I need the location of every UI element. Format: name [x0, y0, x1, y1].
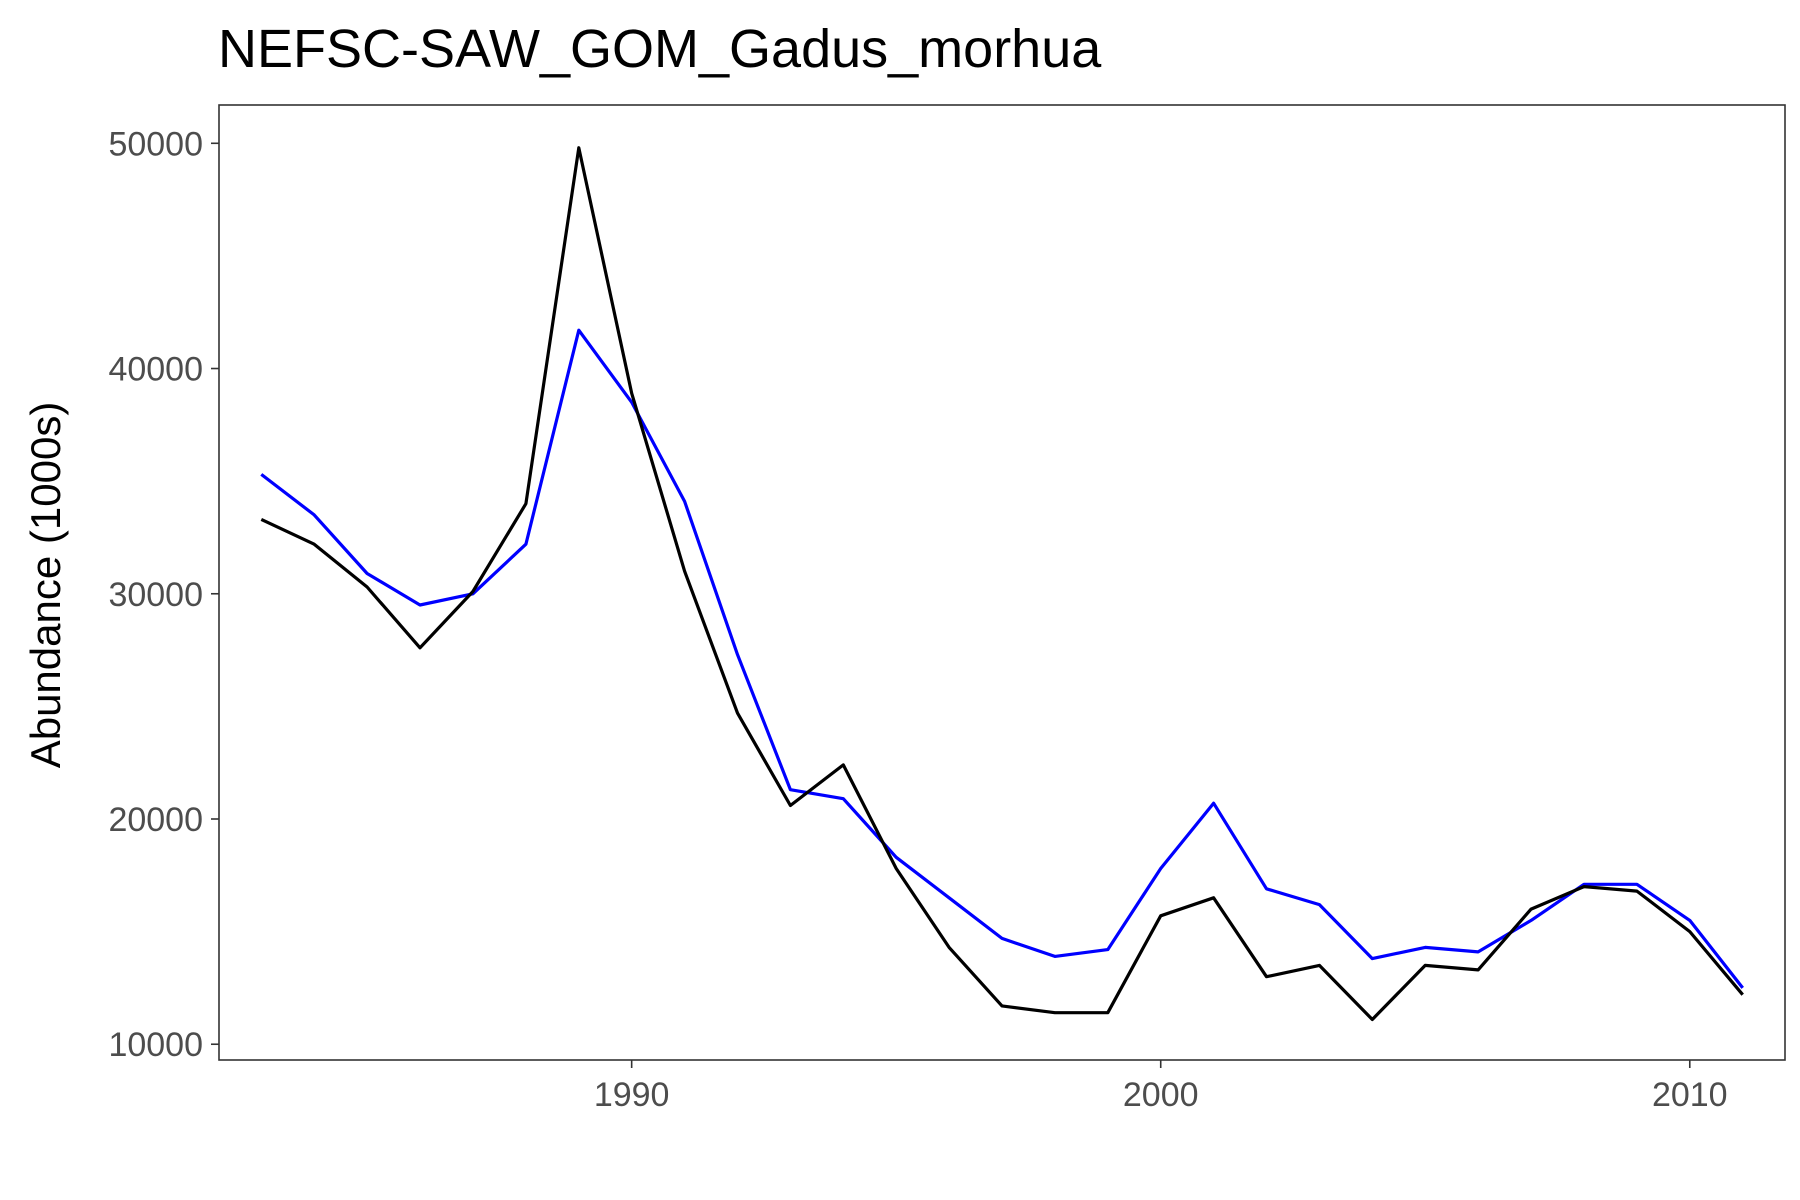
y-tick-label: 40000 [108, 351, 203, 389]
chart-title: NEFSC-SAW_GOM_Gadus_morhua [218, 19, 1102, 79]
series-line-2 [260, 146, 1744, 1022]
y-axis-label: Abundance (1000s) [22, 402, 69, 769]
x-tick-label: 2000 [1123, 1076, 1199, 1114]
plot-area [219, 105, 1785, 1060]
y-tick-label: 30000 [108, 576, 203, 614]
axis-layer: 10000 20000 30000 40000 50000 1990 2000 2010 [108, 104, 1786, 1114]
x-tick-label: 1990 [594, 1076, 670, 1114]
y-tick-label: 50000 [108, 125, 203, 163]
series-layer [260, 146, 1744, 1022]
plot-background [219, 105, 1785, 1060]
y-tick-label: 10000 [108, 1026, 203, 1064]
x-tick-label: 2010 [1652, 1076, 1728, 1114]
y-tick-label: 20000 [108, 801, 203, 839]
series-line-1 [260, 328, 1744, 989]
panel-border [218, 104, 1786, 1061]
